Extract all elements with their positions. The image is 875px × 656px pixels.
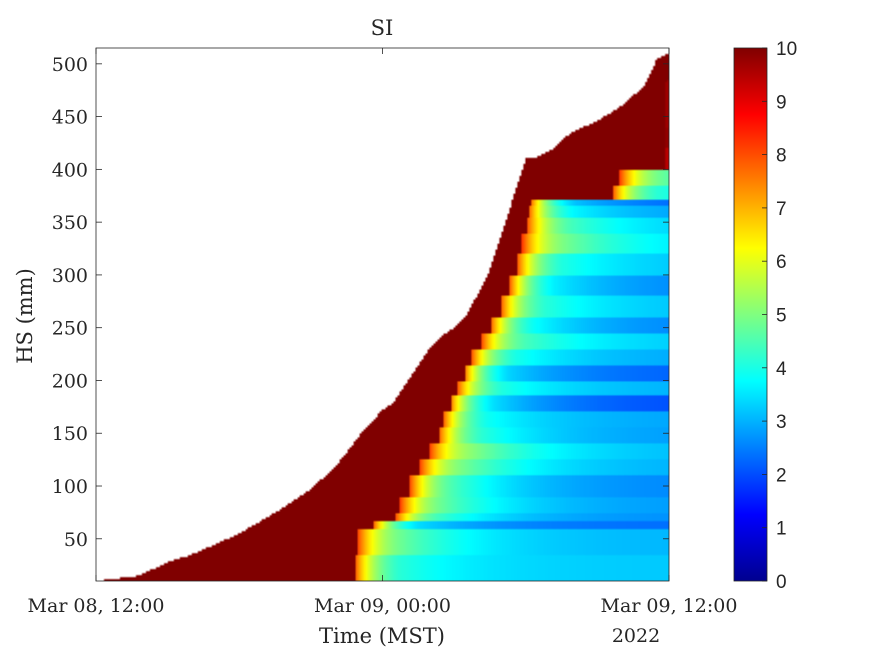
colorbar: 0 1 2 3 4 5 6 7 8 9 10 (733, 39, 797, 593)
x-tick-label: Mar 09, 00:00 (314, 595, 451, 617)
colorbar-tick-label: 1 (776, 519, 787, 540)
colorbar-tick-label: 0 (776, 572, 787, 593)
y-tick-label: 50 (64, 529, 88, 551)
y-tick-label: 500 (52, 54, 88, 76)
colorbar-tick-label: 10 (776, 39, 797, 60)
x-axis: Mar 08, 12:00 Mar 09, 00:00 Mar 09, 12:00 (28, 48, 738, 617)
y-tick-label: 150 (52, 423, 88, 445)
colorbar-tick-label: 4 (776, 359, 787, 380)
colorbar-tick-label: 5 (776, 306, 787, 327)
x-axis-label: Time (MST) (319, 624, 445, 648)
x-tick-label: Mar 09, 12:00 (601, 595, 738, 617)
colorbar-tick-label: 6 (776, 252, 787, 273)
y-axis: 50 100 150 200 250 300 350 400 450 500 (52, 54, 669, 551)
colorbar-tick-label: 3 (776, 412, 787, 433)
colorbar-tick-label: 8 (776, 146, 787, 167)
colorbar-ticks: 0 1 2 3 4 5 6 7 8 9 10 (762, 39, 797, 593)
heatmap-plot-area (95, 47, 670, 582)
y-tick-label: 450 (52, 107, 88, 129)
y-tick-label: 300 (52, 265, 88, 287)
heatmap-image (96, 48, 669, 581)
y-tick-label: 200 (52, 370, 88, 392)
y-tick-label: 400 (52, 159, 88, 181)
chart-title: SI (371, 16, 394, 40)
y-tick-label: 350 (52, 212, 88, 234)
x-tick-label: Mar 08, 12:00 (28, 595, 165, 617)
y-tick-label: 100 (52, 476, 88, 498)
colorbar-tick-label: 2 (776, 465, 787, 486)
colorbar-tick-label: 9 (776, 92, 787, 113)
y-tick-label: 250 (52, 318, 88, 340)
x-axis-year-label: 2022 (612, 625, 660, 647)
colorbar-tick-label: 7 (776, 199, 787, 220)
colorbar-gradient (733, 47, 768, 582)
y-axis-label: HS (mm) (13, 268, 37, 364)
